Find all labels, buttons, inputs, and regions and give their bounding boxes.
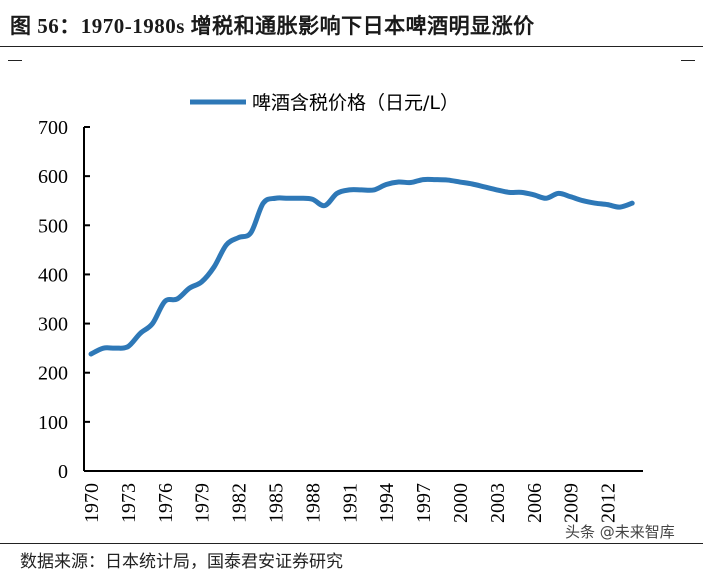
x-tick-label: 1979: [192, 483, 214, 523]
x-tick-label: 1985: [266, 483, 288, 523]
y-tick-label: 0: [58, 461, 68, 483]
y-tick-label: 700: [38, 117, 68, 139]
x-tick-label: 1970: [81, 483, 103, 523]
x-tick-label: 1976: [155, 483, 177, 523]
x-tick-label: 2009: [561, 483, 583, 523]
x-tick-label: 2006: [524, 483, 546, 523]
source-note: 数据来源：日本统计局，国泰君安证券研究: [20, 547, 343, 572]
x-tick-label: 1988: [302, 483, 324, 523]
y-tick-label: 100: [38, 412, 68, 434]
series-line: [91, 179, 632, 354]
watermark: 头条 @未来智库: [565, 521, 675, 542]
line-chart: 0 100 200 300 400 500 600 700 1970 1973 1976 1979 19…: [0, 0, 703, 559]
footer-rule: [0, 543, 703, 544]
x-tick-label: 1982: [229, 483, 251, 523]
y-tick-label: 300: [38, 314, 68, 336]
x-tick-label: 2003: [487, 483, 509, 523]
y-tick-label: 500: [38, 215, 68, 237]
x-tick-label: 1973: [118, 483, 140, 523]
legend-label: 啤酒含税价格（日元/L）: [252, 92, 459, 114]
y-tick-label: 400: [38, 264, 68, 286]
x-tick-label: 2000: [450, 483, 472, 523]
y-tick-label: 600: [38, 166, 68, 188]
x-tick-label: 1997: [413, 483, 435, 523]
y-tick-label: 200: [38, 363, 68, 385]
x-tick-label: 2012: [598, 483, 620, 523]
x-tick-label: 1994: [376, 483, 398, 523]
x-tick-label: 1991: [339, 483, 361, 523]
